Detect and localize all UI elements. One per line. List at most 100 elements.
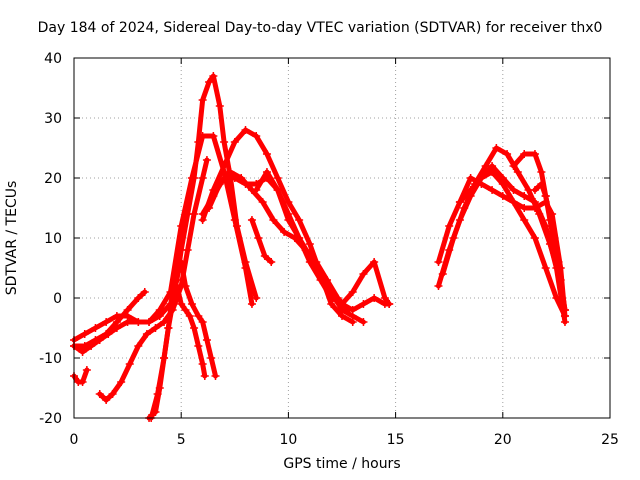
x-tick-label: 15 <box>387 432 405 448</box>
data-point-plus-marker <box>545 216 554 224</box>
data-point-plus-marker <box>438 270 447 278</box>
data-point-plus-marker <box>273 186 282 194</box>
data-series-track-7 <box>147 282 209 422</box>
data-point-plus-marker <box>241 126 250 134</box>
data-point-plus-marker <box>177 258 186 266</box>
data-point-plus-marker <box>305 252 314 260</box>
data-point-plus-marker <box>258 198 267 206</box>
y-tick-label: 30 <box>44 111 62 127</box>
data-point-plus-marker <box>183 246 192 254</box>
data-point-plus-marker <box>434 258 443 266</box>
data-point-plus-marker <box>252 186 261 194</box>
data-point-plus-marker <box>554 258 563 266</box>
data-point-plus-marker <box>80 342 89 350</box>
data-point-plus-marker <box>262 168 271 176</box>
x-tick-label: 10 <box>279 432 297 448</box>
data-point-plus-marker <box>237 174 246 182</box>
data-point-plus-marker <box>252 132 261 140</box>
data-series-track-13 <box>247 216 276 266</box>
data-point-plus-marker <box>550 240 559 248</box>
data-point-plus-marker <box>220 162 229 170</box>
data-point-plus-marker <box>520 150 529 158</box>
data-point-plus-marker <box>305 240 314 248</box>
data-point-plus-marker <box>498 174 507 182</box>
data-track-line <box>71 73 259 343</box>
data-point-plus-marker <box>145 318 154 326</box>
chart-title: Day 184 of 2024, Sidereal Day-to-day VTE… <box>37 20 603 36</box>
data-point-plus-marker <box>181 282 190 290</box>
data-point-plus-marker <box>123 306 132 314</box>
data-point-plus-marker <box>295 234 304 242</box>
data-point-plus-marker <box>492 144 501 152</box>
data-point-plus-marker <box>509 162 518 170</box>
data-point-plus-marker <box>123 318 132 326</box>
data-point-plus-marker <box>327 288 336 296</box>
data-point-plus-marker <box>267 258 276 266</box>
data-point-plus-marker <box>102 396 111 404</box>
data-point-plus-marker <box>537 180 546 188</box>
data-point-plus-marker <box>78 378 87 386</box>
y-tick-label: 40 <box>44 51 62 67</box>
data-point-plus-marker <box>177 222 186 230</box>
data-point-plus-marker <box>520 192 529 200</box>
data-track-line <box>440 145 568 313</box>
data-point-plus-marker <box>530 150 539 158</box>
data-point-plus-marker <box>273 174 282 182</box>
data-point-plus-marker <box>102 330 111 338</box>
data-point-plus-marker <box>80 330 89 338</box>
data-point-plus-marker <box>91 336 100 344</box>
data-point-plus-marker <box>498 192 507 200</box>
data-point-plus-marker <box>316 270 325 278</box>
data-point-plus-marker <box>220 138 229 146</box>
data-point-plus-marker <box>205 204 214 212</box>
data-point-plus-marker <box>198 132 207 140</box>
data-point-plus-marker <box>509 186 518 194</box>
data-point-plus-marker <box>541 264 550 272</box>
data-series-track-11 <box>252 168 368 326</box>
data-point-plus-marker <box>140 288 149 296</box>
x-axis-label: GPS time / hours <box>283 456 401 472</box>
data-point-plus-marker <box>190 324 199 332</box>
data-point-plus-marker <box>112 318 121 326</box>
data-point-plus-marker <box>560 306 569 314</box>
data-point-plus-marker <box>134 294 143 302</box>
data-point-plus-marker <box>211 372 220 380</box>
data-point-plus-marker <box>153 390 162 398</box>
x-tick-label: 25 <box>601 432 619 448</box>
data-point-plus-marker <box>280 228 289 236</box>
data-point-plus-marker <box>359 270 368 278</box>
data-series-track-19 <box>530 180 563 266</box>
data-point-plus-marker <box>509 198 518 206</box>
data-point-plus-marker <box>460 204 469 212</box>
data-point-plus-marker <box>187 174 196 182</box>
data-point-plus-marker <box>151 324 160 332</box>
data-point-plus-marker <box>198 318 207 326</box>
data-point-plus-marker <box>230 216 239 224</box>
data-point-plus-marker <box>215 102 224 110</box>
data-series <box>70 72 569 422</box>
y-tick-label: -20 <box>39 411 62 427</box>
data-point-plus-marker <box>348 288 357 296</box>
data-point-plus-marker <box>241 264 250 272</box>
grid-lines <box>74 58 610 418</box>
data-point-plus-marker <box>254 234 263 242</box>
data-point-plus-marker <box>247 216 256 224</box>
data-point-plus-marker <box>202 336 211 344</box>
data-point-plus-marker <box>520 216 529 224</box>
data-series-track-4 <box>70 366 91 386</box>
data-point-plus-marker <box>252 294 261 302</box>
data-point-plus-marker <box>338 300 346 308</box>
data-point-plus-marker <box>125 360 134 368</box>
data-point-plus-marker <box>134 318 143 326</box>
data-point-plus-marker <box>194 312 203 320</box>
data-point-plus-marker <box>513 168 522 176</box>
data-point-plus-marker <box>181 306 190 314</box>
data-point-plus-marker <box>117 378 126 386</box>
y-tick-label: 0 <box>53 291 62 307</box>
data-point-plus-marker <box>226 168 235 176</box>
data-point-plus-marker <box>466 174 475 182</box>
data-point-plus-marker <box>481 162 490 170</box>
data-point-plus-marker <box>172 264 181 272</box>
data-point-plus-marker <box>380 294 389 302</box>
